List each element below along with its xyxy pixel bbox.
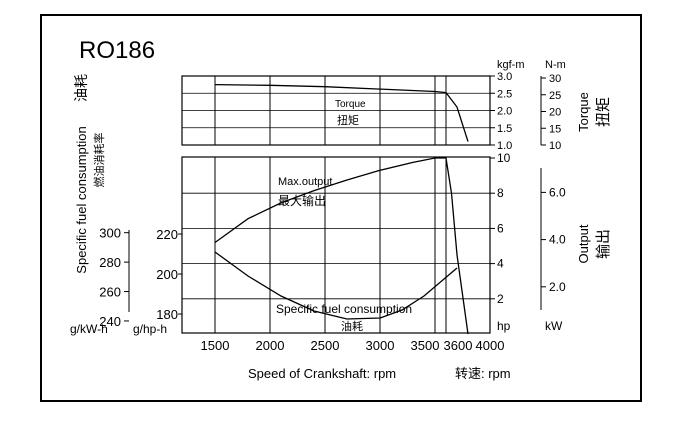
torque-nm-label-1: 25 <box>549 90 561 102</box>
ghph-ticks: 220 200 180 <box>156 227 182 322</box>
hp-unit: hp <box>497 319 511 333</box>
gkwh-label-1: 280 <box>99 255 121 270</box>
ghph-unit: g/hp-h <box>133 322 167 336</box>
torque-side-label-cn: 扭矩 <box>595 97 612 127</box>
torque-side-label: Torque <box>576 92 591 132</box>
x-axis-ticks: 1500 2000 2500 3000 3500 3600 4000 <box>201 338 505 353</box>
x-tick-label-3: 3000 <box>366 338 395 353</box>
torque-kgfm-label-3: 1.5 <box>497 123 512 135</box>
torque-curve-label: Torque <box>335 99 366 110</box>
gkwh-label-0: 300 <box>99 226 121 241</box>
sfc-curve-label: Specific fuel consumption <box>276 302 412 316</box>
sfc-curve-label-cn: 油耗 <box>341 319 363 333</box>
max-output-label: Max.output <box>278 176 332 188</box>
hp-label-0: 10 <box>497 151 511 165</box>
hp-label-3: 4 <box>497 257 504 271</box>
sfc-side-label-cn: 油耗 <box>73 74 89 102</box>
hp-label-4: 2 <box>497 292 504 306</box>
power-panel-frame <box>181 156 491 334</box>
sfc-curve <box>214 251 458 320</box>
x-tick-label-1: 2000 <box>256 338 285 353</box>
torque-curve-label-cn: 扭矩 <box>337 113 359 127</box>
chart-title: RO186 <box>79 37 155 64</box>
torque-nm-label-2: 20 <box>549 107 561 119</box>
gkwh-label-3: 240 <box>99 314 121 329</box>
x-tick-label-5: 3600 <box>444 338 473 353</box>
torque-unit-nm: N-m <box>545 59 566 71</box>
torque-kgfm-label-0: 3.0 <box>497 71 512 83</box>
max-output-curve <box>214 157 469 335</box>
kw-ticks: 6.0 4.0 2.0 <box>541 185 566 294</box>
torque-nm-label-3: 15 <box>549 123 561 135</box>
gkwh-label-2: 260 <box>99 285 121 300</box>
ghph-label-0: 220 <box>156 227 178 242</box>
ghph-label-1: 200 <box>156 267 178 282</box>
max-output-label-cn: 最大输出 <box>278 193 326 208</box>
hp-ticks: 10 8 6 4 2 <box>490 151 511 306</box>
output-side-label: Output <box>576 224 591 263</box>
x-axis-title: Speed of Crankshaft: rpm <box>248 366 396 381</box>
x-tick-label-4: 3500 <box>411 338 440 353</box>
torque-kgfm-ticks: 3.0 2.5 2.0 1.5 1.0 <box>490 71 512 152</box>
hp-label-1: 8 <box>497 186 504 200</box>
torque-nm-label-4: 10 <box>549 140 561 152</box>
torque-unit-kgfm: kgf-m <box>497 59 525 71</box>
torque-curve <box>214 83 469 142</box>
torque-kgfm-label-2: 2.0 <box>497 106 512 118</box>
torque-nm-label-0: 30 <box>549 73 561 85</box>
gkwh-ticks: 300 280 260 240 <box>99 226 129 329</box>
kw-unit: kW <box>545 319 563 333</box>
output-side-label-cn: 输出 <box>595 229 612 259</box>
sfc-side-label: Specific fuel consumption <box>74 126 89 273</box>
x-tick-label-2: 2500 <box>311 338 340 353</box>
x-tick-label-0: 1500 <box>201 338 230 353</box>
power-panel-grid <box>182 157 490 333</box>
x-tick-label-6: 4000 <box>476 338 505 353</box>
gkwh-unit: g/kW-h <box>70 322 108 336</box>
torque-kgfm-label-4: 1.0 <box>497 140 512 152</box>
kw-label-2: 2.0 <box>549 280 566 294</box>
kw-label-0: 6.0 <box>549 185 566 199</box>
hp-label-2: 6 <box>497 221 504 235</box>
torque-kgfm-label-1: 2.5 <box>497 88 512 100</box>
torque-panel-grid <box>182 76 490 145</box>
torque-nm-ticks: 30 25 20 15 10 <box>541 73 561 152</box>
ghph-label-2: 180 <box>156 307 178 322</box>
x-axis-title-cn: 转速: rpm <box>455 366 511 381</box>
kw-label-1: 4.0 <box>549 233 566 247</box>
sfc-side-label-cn2: 燃油消耗率 <box>92 133 106 188</box>
